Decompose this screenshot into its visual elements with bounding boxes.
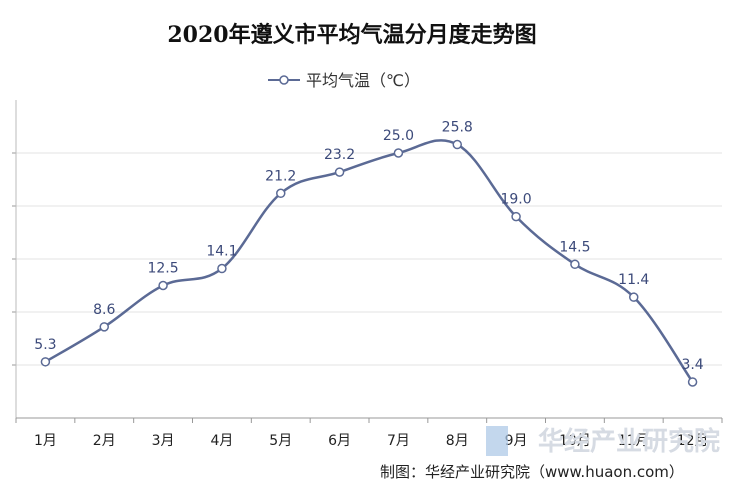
x-tick-label: 4月 — [210, 433, 233, 449]
data-point — [276, 188, 286, 199]
series-line — [44, 139, 694, 383]
watermark: 华经产业研究院 — [486, 426, 720, 457]
data-labels: 5.3 8.6 12.5 14.1 21.2 23.2 25.0 25.8 19.0 14.5 11… — [34, 120, 704, 373]
data-label: 8.6 — [93, 302, 115, 318]
data-label: 12.5 — [147, 261, 178, 277]
data-label: 11.4 — [618, 272, 649, 288]
x-tick-label: 9月 — [505, 433, 528, 449]
source-note: 制图：华经产业研究院（www.huaon.com） — [380, 463, 684, 481]
x-tick-label: 6月 — [328, 433, 351, 449]
data-label: 14.5 — [559, 239, 590, 255]
data-point — [687, 377, 698, 387]
watermark-logo-icon — [486, 426, 508, 456]
data-point — [452, 139, 462, 150]
data-point — [217, 263, 227, 274]
data-label: 21.2 — [265, 168, 296, 184]
grid — [12, 152, 722, 366]
data-label: 5.3 — [34, 337, 56, 353]
data-label: 19.0 — [500, 192, 531, 208]
x-tick-label: 11月 — [618, 433, 650, 449]
data-label: 14.1 — [206, 244, 237, 260]
x-tick-label: 5月 — [269, 433, 292, 449]
data-label: 23.2 — [324, 147, 355, 163]
data-point — [334, 167, 345, 177]
data-point — [629, 292, 639, 302]
legend-label: 平均气温（℃） — [306, 71, 420, 90]
x-tick-label: 1月 — [34, 433, 57, 449]
watermark-text: 华经产业研究院 — [538, 426, 720, 457]
data-point — [570, 259, 580, 270]
data-label: 25.8 — [442, 120, 473, 136]
x-tick-label: 2月 — [93, 433, 116, 449]
data-points — [40, 139, 698, 387]
legend: 平均气温（℃） — [268, 71, 420, 90]
legend-marker-icon — [279, 75, 289, 85]
data-point — [99, 322, 109, 332]
data-point — [393, 148, 404, 158]
data-point — [40, 357, 51, 367]
chart-title: 2020年遵义市平均气温分月度走势图 — [167, 22, 536, 48]
data-label: 25.0 — [383, 128, 414, 144]
data-label: 3.4 — [681, 357, 703, 373]
x-tick-label: 3月 — [152, 433, 175, 449]
x-axis-ticks: 1月 2月 3月 4月 5月 6月 7月 8月 9月 10月 11月 12月 — [15, 418, 723, 449]
x-tick-label: 10月 — [559, 433, 591, 449]
x-tick-label: 8月 — [446, 433, 469, 449]
x-tick-label: 12月 — [677, 433, 709, 449]
data-point — [158, 280, 168, 291]
x-tick-label: 7月 — [387, 433, 410, 449]
data-point — [511, 211, 521, 222]
